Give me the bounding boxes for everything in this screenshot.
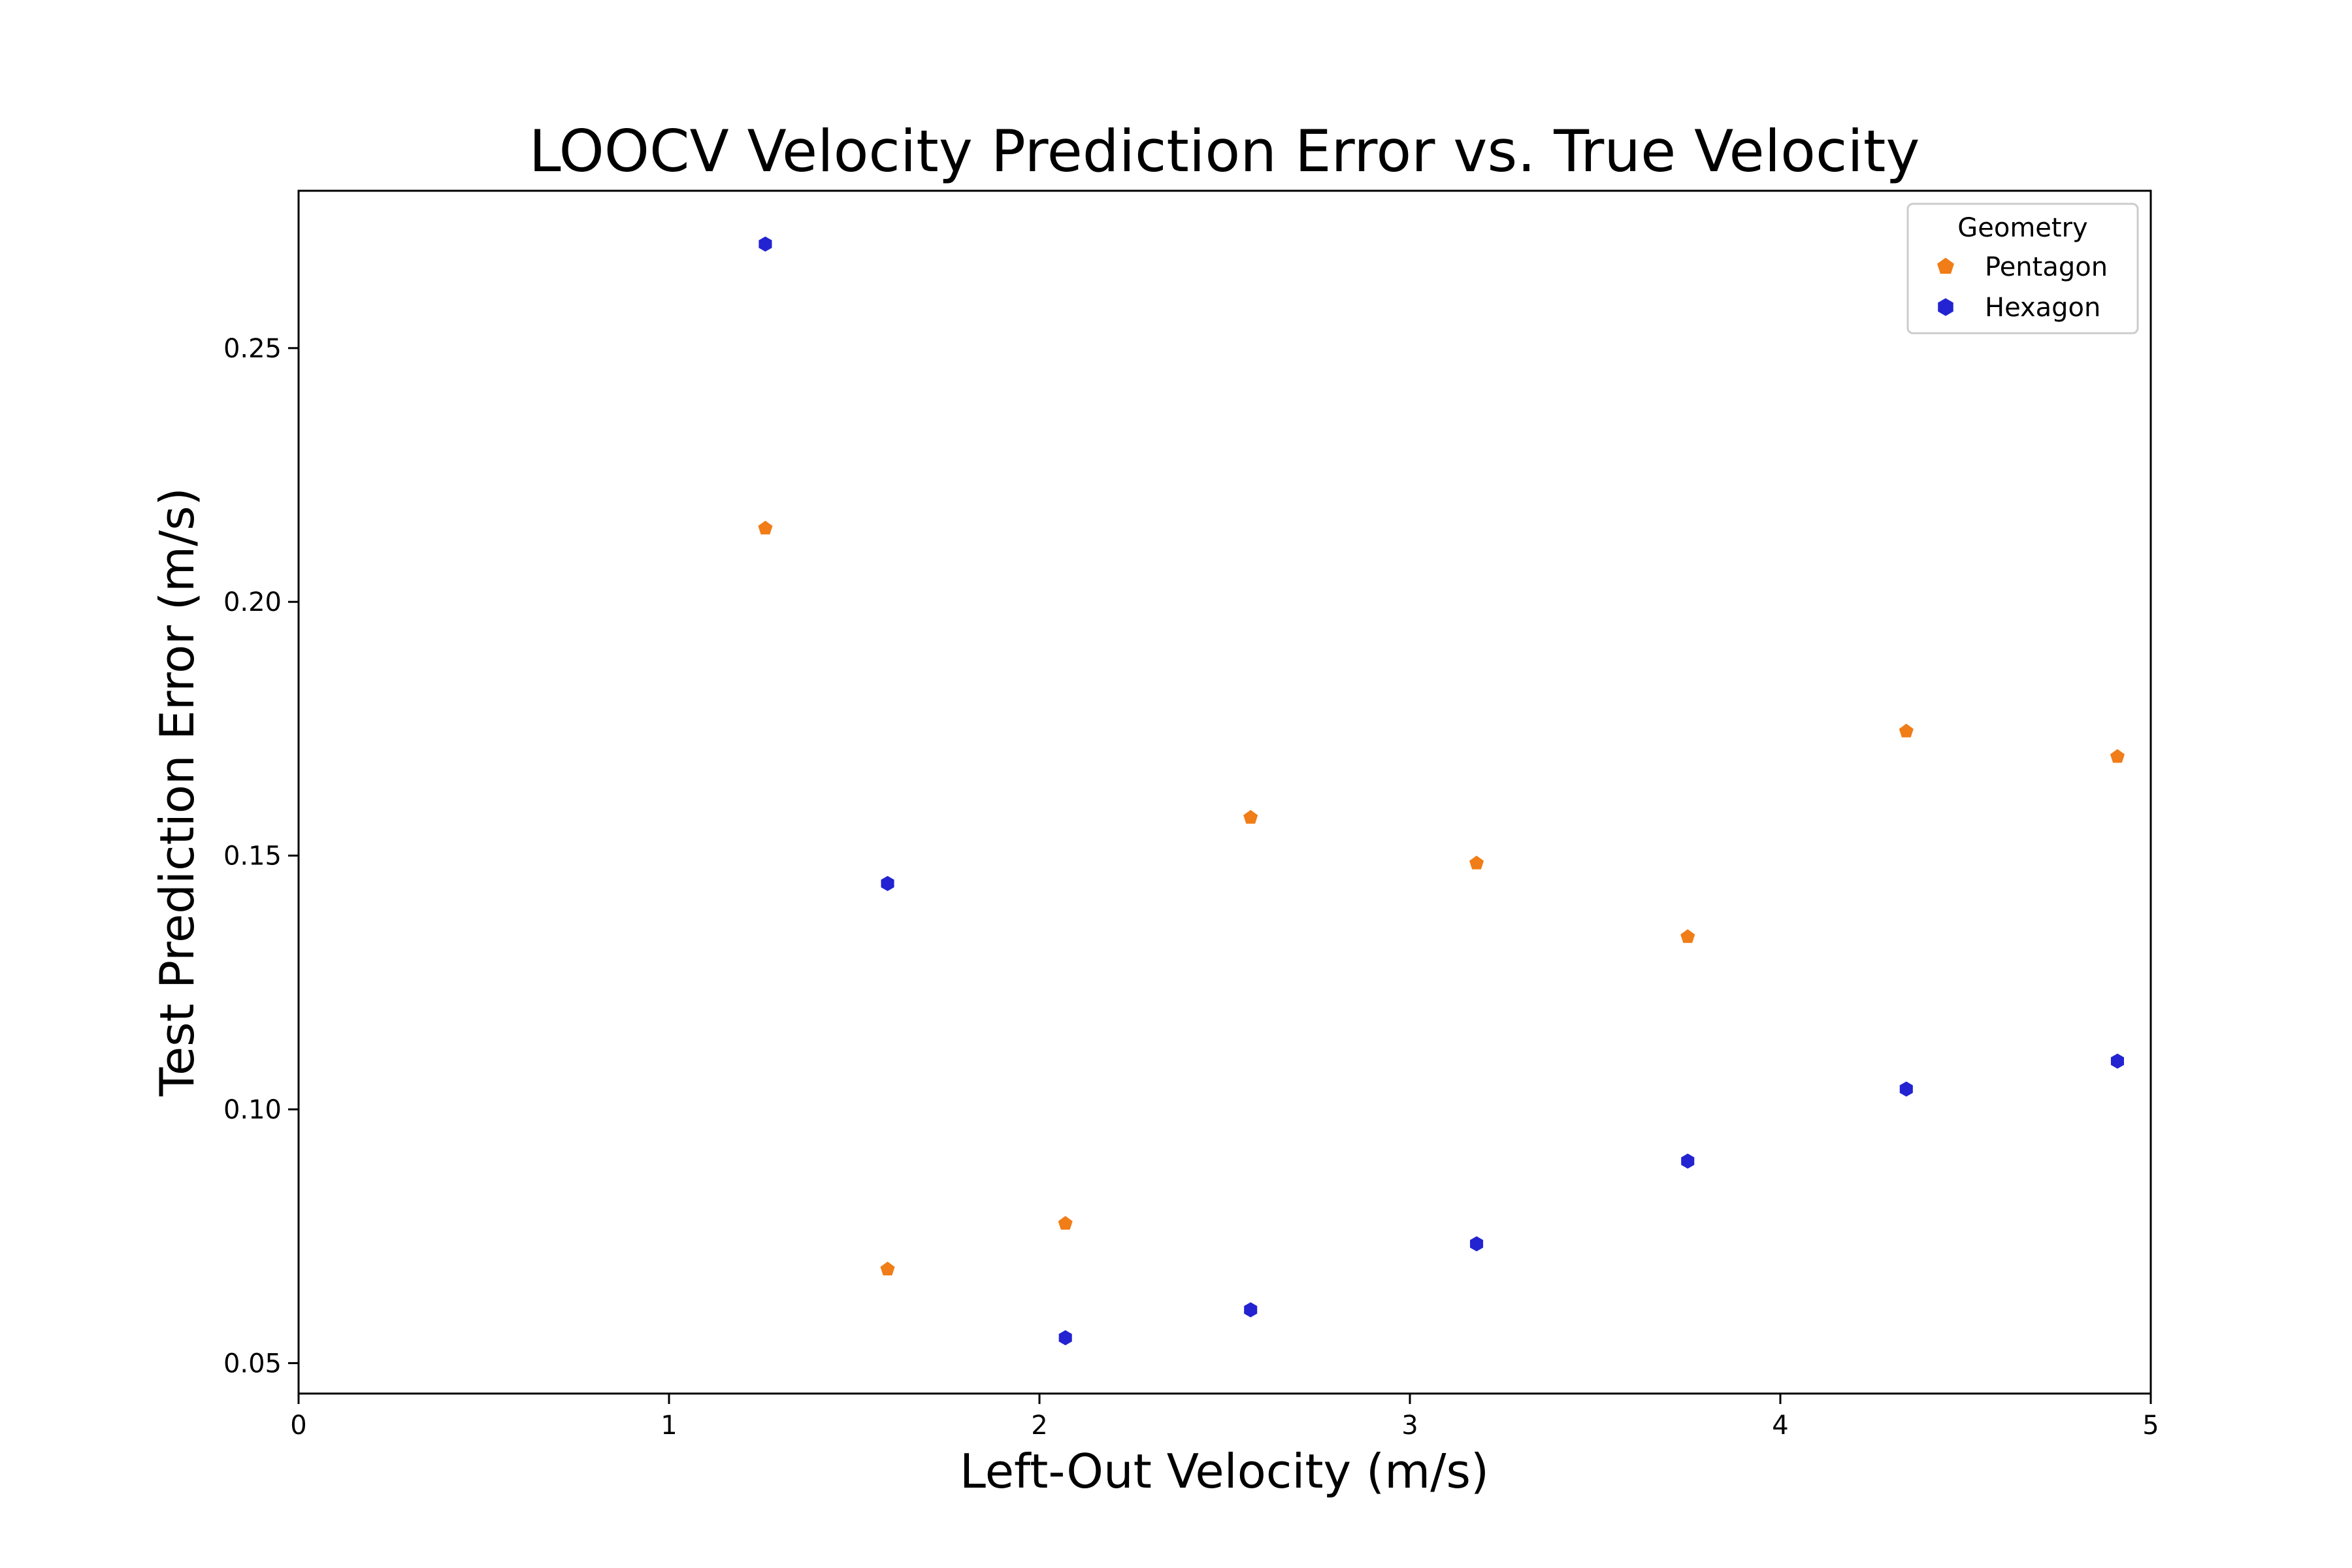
x-axis-label: Left-Out Velocity (m/s) bbox=[960, 1444, 1489, 1499]
y-tick-label: 0.15 bbox=[223, 841, 282, 872]
plot-frame bbox=[297, 189, 2152, 1395]
x-tick-label: 3 bbox=[1401, 1411, 1418, 1441]
legend-entry-hexagon: Hexagon bbox=[1938, 293, 2100, 323]
x-tick-label: 2 bbox=[1031, 1411, 1047, 1441]
data-point-pentagon bbox=[2110, 749, 2125, 763]
legend-box bbox=[1906, 203, 2139, 335]
y-tick-label: 0.25 bbox=[223, 334, 282, 364]
y-tick-label: 0.20 bbox=[223, 587, 282, 617]
x-tick-label: 1 bbox=[661, 1411, 677, 1441]
x-tick-label: 4 bbox=[1772, 1411, 1788, 1441]
legend-entry-pentagon: Pentagon bbox=[1937, 252, 2108, 282]
chart-title: LOOCV Velocity Prediction Error vs. True… bbox=[529, 118, 1920, 185]
data-point-hexagon bbox=[1058, 1330, 1072, 1346]
series-pentagon bbox=[758, 520, 2125, 1276]
data-point-pentagon bbox=[758, 520, 773, 534]
data-point-hexagon bbox=[881, 875, 894, 891]
data-point-pentagon bbox=[1243, 809, 1258, 824]
data-point-hexagon bbox=[1681, 1153, 1695, 1169]
legend-label-hexagon: Hexagon bbox=[1985, 293, 2100, 323]
data-point-hexagon bbox=[2110, 1053, 2124, 1069]
data-point-pentagon bbox=[1680, 929, 1695, 943]
legend-marker-hexagon bbox=[1938, 298, 1953, 316]
y-axis-label: Test Prediction Error (m/s) bbox=[150, 487, 204, 1097]
x-tick-label: 0 bbox=[290, 1411, 306, 1441]
plot-area bbox=[297, 189, 2152, 1395]
data-point-hexagon bbox=[759, 236, 772, 252]
data-point-pentagon bbox=[1058, 1216, 1073, 1230]
legend-marker-pentagon bbox=[1937, 257, 1954, 274]
data-point-pentagon bbox=[880, 1262, 895, 1276]
y-tick-label: 0.10 bbox=[223, 1095, 282, 1125]
y-axis: 0.05 0.10 0.15 0.20 0.25 bbox=[223, 334, 299, 1379]
legend: Geometry Pentagon Hexagon bbox=[1906, 203, 2139, 335]
data-point-hexagon bbox=[1244, 1302, 1258, 1318]
data-point-hexagon bbox=[1899, 1081, 1913, 1097]
x-tick-label: 5 bbox=[2142, 1411, 2159, 1441]
data-point-pentagon bbox=[1469, 855, 1484, 870]
data-point-pentagon bbox=[1899, 723, 1914, 738]
data-point-hexagon bbox=[1470, 1236, 1484, 1252]
y-tick-label: 0.05 bbox=[223, 1348, 282, 1379]
x-axis: 0 1 2 3 4 5 bbox=[290, 1394, 2159, 1441]
legend-label-pentagon: Pentagon bbox=[1985, 252, 2108, 282]
data-points bbox=[758, 236, 2125, 1346]
legend-title: Geometry bbox=[1957, 213, 2087, 243]
series-hexagon bbox=[759, 236, 2124, 1346]
